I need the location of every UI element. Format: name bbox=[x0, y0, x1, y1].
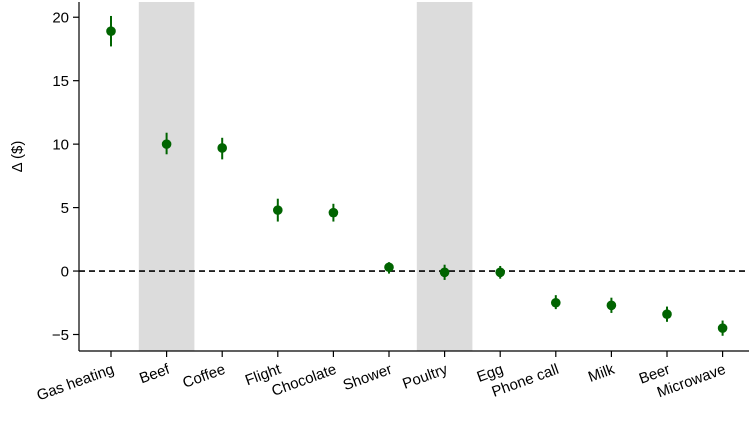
data-point bbox=[439, 267, 450, 278]
highlight-bands bbox=[138, 2, 473, 351]
y-tick-label: 15 bbox=[52, 73, 69, 90]
data-point bbox=[217, 143, 227, 153]
data-point bbox=[161, 139, 172, 149]
x-tick-label: Shower bbox=[341, 361, 395, 394]
data-point bbox=[606, 300, 617, 311]
y-axis-label: Δ ($) bbox=[9, 141, 26, 173]
data-point bbox=[384, 262, 394, 273]
data-point bbox=[662, 309, 672, 319]
x-tick-label: Beef bbox=[137, 361, 173, 388]
highlight-band-beef bbox=[138, 2, 195, 351]
x-tick-label: Milk bbox=[586, 361, 617, 386]
x-tick-label: Chocolate bbox=[269, 361, 338, 400]
x-tick-label: Poultry bbox=[400, 361, 450, 393]
y-tick-label: 20 bbox=[52, 10, 69, 27]
y-tick-label: 5 bbox=[61, 200, 69, 217]
data-point bbox=[328, 207, 339, 218]
y-tick-label: 0 bbox=[61, 264, 69, 281]
y-ticks: −5 0 5 10 15 20 bbox=[52, 10, 79, 344]
data-points bbox=[106, 26, 728, 333]
x-tick-label: Coffee bbox=[180, 361, 227, 392]
y-tick-label: −5 bbox=[52, 327, 69, 344]
x-tick-label: Gas heating bbox=[35, 361, 117, 405]
data-point bbox=[106, 26, 116, 36]
data-point bbox=[273, 205, 283, 215]
y-tick-label: 10 bbox=[52, 137, 69, 154]
data-point bbox=[717, 323, 728, 333]
highlight-band-poultry bbox=[416, 2, 473, 351]
data-point bbox=[495, 267, 506, 278]
data-point bbox=[551, 297, 561, 308]
